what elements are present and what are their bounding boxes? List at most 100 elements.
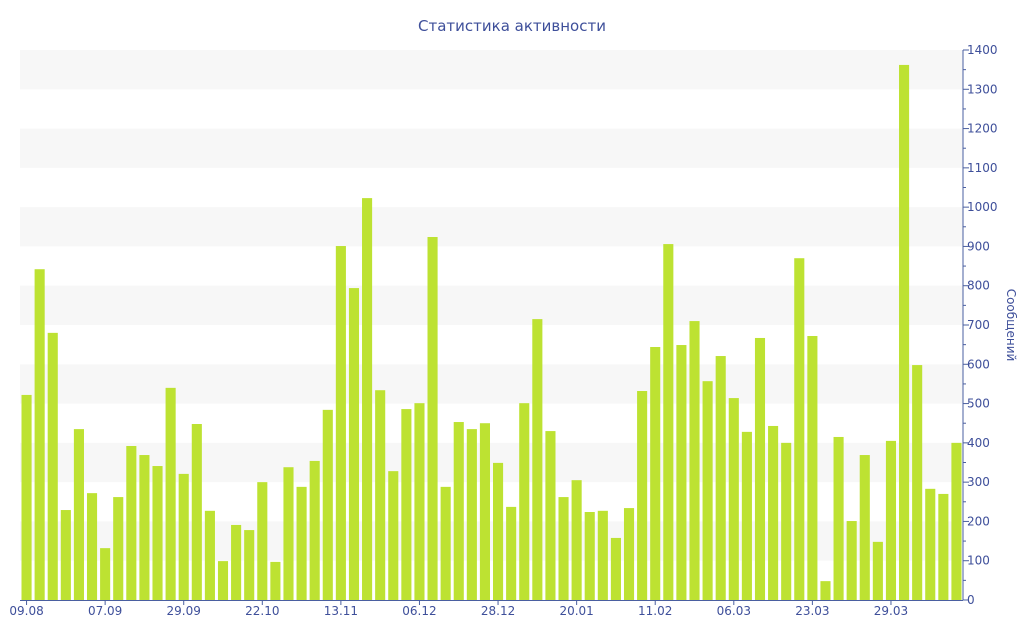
grid-band xyxy=(20,521,963,561)
bar xyxy=(768,425,779,600)
bar xyxy=(597,510,608,600)
bar xyxy=(257,482,268,600)
bar xyxy=(375,390,386,600)
bar xyxy=(846,521,857,600)
y-tick-label: 0 xyxy=(967,593,975,607)
x-tick-label: 29.03 xyxy=(874,604,908,618)
bar xyxy=(506,506,517,600)
bar xyxy=(493,462,504,600)
y-tick-label: 700 xyxy=(967,318,990,332)
grid-band xyxy=(20,442,963,483)
bars xyxy=(21,64,962,601)
y-tick-label: 400 xyxy=(967,436,990,450)
bar xyxy=(899,64,910,600)
bar xyxy=(113,497,124,600)
bar xyxy=(453,422,464,600)
bar xyxy=(925,488,936,600)
grid-bands xyxy=(20,50,963,561)
bar xyxy=(191,424,202,600)
bar xyxy=(348,288,360,600)
bar xyxy=(637,391,648,600)
bar xyxy=(728,398,739,600)
bar xyxy=(309,460,320,600)
y-axis-label: Сообщений xyxy=(1004,289,1018,362)
bar xyxy=(650,347,661,600)
bar xyxy=(689,321,700,600)
grid-band xyxy=(20,364,963,404)
y-axis: 0 100 200 300 400 500 600 700 800 900 1000 1100 1200… xyxy=(962,43,998,607)
bar xyxy=(741,431,752,600)
bar xyxy=(270,561,281,600)
bar xyxy=(47,332,58,600)
bar xyxy=(178,473,189,600)
bar xyxy=(571,480,582,600)
bar xyxy=(702,381,713,600)
chart-title: Статистика активности xyxy=(418,17,606,35)
bar xyxy=(152,466,163,600)
bar xyxy=(86,493,98,600)
bar xyxy=(951,442,962,600)
y-tick-label: 1100 xyxy=(967,161,998,175)
y-tick-label: 1000 xyxy=(967,200,998,214)
bar xyxy=(519,403,530,600)
bar xyxy=(34,269,45,600)
x-tick-label: 11.02 xyxy=(638,604,672,618)
bar xyxy=(872,541,883,600)
bar xyxy=(794,258,805,600)
bar xyxy=(139,455,150,600)
y-tick-label: 600 xyxy=(967,357,990,371)
bar xyxy=(781,442,792,600)
grid-band xyxy=(20,128,963,168)
x-tick-label: 20.01 xyxy=(559,604,593,618)
bar xyxy=(335,246,346,601)
bar xyxy=(165,387,176,600)
bar xyxy=(912,365,923,600)
bar xyxy=(217,561,229,600)
bar xyxy=(715,356,726,600)
bar xyxy=(885,440,897,600)
y-tick-label: 800 xyxy=(967,279,990,293)
bar xyxy=(244,530,255,600)
x-tick-label: 13.11 xyxy=(324,604,358,618)
bar xyxy=(610,537,621,600)
x-tick-label: 23.03 xyxy=(795,604,829,618)
bar xyxy=(204,510,215,600)
y-tick-label: 900 xyxy=(967,239,990,253)
y-tick-label: 300 xyxy=(967,475,990,489)
bar xyxy=(414,403,425,600)
bar xyxy=(807,336,818,600)
bar xyxy=(60,510,71,600)
bar xyxy=(820,581,831,600)
bar xyxy=(73,429,84,600)
bar xyxy=(859,455,870,600)
bar xyxy=(322,409,333,600)
bar xyxy=(401,409,412,600)
x-tick-label: 06.12 xyxy=(402,604,436,618)
bar xyxy=(545,431,556,600)
x-axis: 09.08 07.09 29.09 22.10 13.11 06.12 28.12 20.01… xyxy=(9,600,963,618)
bar xyxy=(623,508,635,600)
bar xyxy=(584,512,595,600)
bar xyxy=(231,524,242,600)
y-tick-label: 1400 xyxy=(967,43,998,57)
bar xyxy=(938,493,949,600)
y-tick-label: 1200 xyxy=(967,122,998,136)
grid-band xyxy=(20,50,963,90)
x-tick-label: 28.12 xyxy=(481,604,515,618)
x-tick-label: 29.09 xyxy=(167,604,201,618)
x-tick-label: 07.09 xyxy=(88,604,122,618)
bar xyxy=(754,337,766,600)
bar xyxy=(532,319,543,600)
bar xyxy=(676,345,687,600)
grid-band xyxy=(20,285,963,325)
bar xyxy=(296,486,307,600)
bar xyxy=(440,486,451,600)
bar xyxy=(362,198,373,600)
bar xyxy=(100,548,111,600)
y-tick-label: 200 xyxy=(967,514,990,528)
bar xyxy=(663,244,674,601)
y-tick-label: 100 xyxy=(967,554,990,568)
bar xyxy=(479,423,490,600)
x-tick-label: 09.08 xyxy=(9,604,43,618)
bar xyxy=(833,436,844,600)
